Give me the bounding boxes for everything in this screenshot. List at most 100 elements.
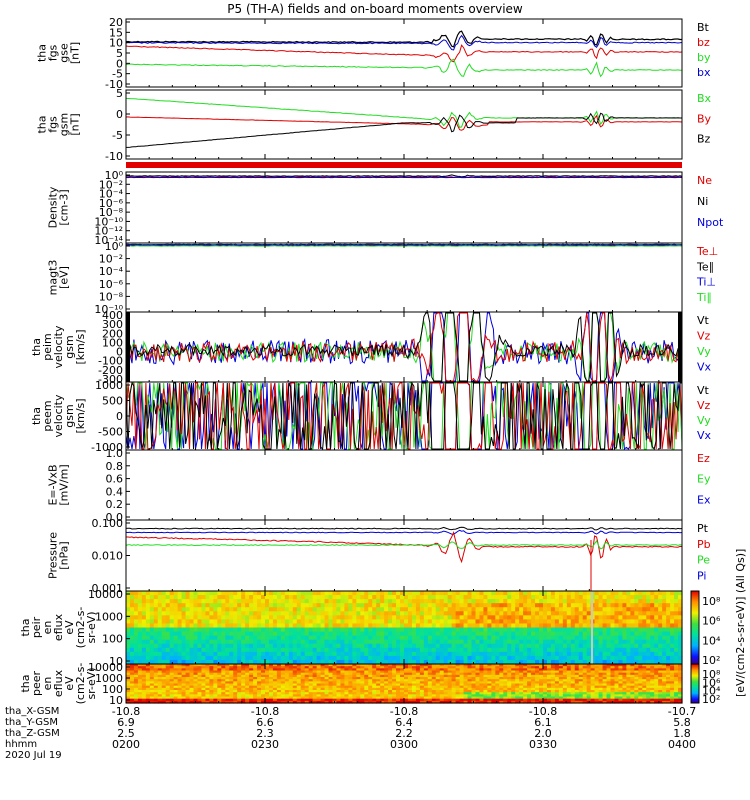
- spectrogram-cell: [312, 623, 318, 629]
- spectrogram-cell: [562, 635, 568, 641]
- spectrogram-cell: [423, 623, 429, 629]
- spectrogram-cell: [411, 683, 417, 687]
- spectrogram-cell: [324, 599, 330, 604]
- spectrogram-cell: [173, 611, 179, 616]
- spectrogram-cell: [133, 631, 139, 637]
- spectrogram-cell: [213, 643, 218, 649]
- spectrogram-cell: [153, 659, 159, 665]
- spectrogram-cell: [586, 670, 592, 674]
- spectrogram-cell: [352, 685, 357, 689]
- spectrogram-cell: [654, 696, 659, 700]
- spectrogram-cell: [209, 700, 214, 704]
- spectrogram-cell: [233, 668, 238, 672]
- spectrogram-cell: [126, 664, 131, 667]
- spectrogram-cell: [348, 681, 353, 685]
- spectrogram-cell: [376, 647, 381, 653]
- spectrogram-cell: [225, 700, 230, 704]
- spectrogram-cell: [177, 595, 183, 600]
- spectrogram-cell: [157, 595, 163, 600]
- spectrogram-cell: [550, 696, 556, 700]
- spectrogram-cell: [554, 591, 560, 596]
- spectrogram-cell: [435, 655, 441, 661]
- spectrogram-cell: [598, 679, 604, 682]
- spectrogram-cell: [161, 639, 167, 645]
- spectrogram-cell: [356, 696, 361, 700]
- spectrogram-cell: [411, 595, 417, 600]
- spectrogram-cell: [638, 635, 643, 641]
- spectrogram-cell: [602, 603, 608, 608]
- spectrogram-cell: [527, 595, 532, 600]
- spectrogram-cell: [344, 591, 349, 596]
- spectrogram-cell: [388, 694, 393, 698]
- spectrogram-cell: [554, 623, 560, 629]
- spectrogram-cell: [610, 619, 616, 625]
- spectrogram-cell: [265, 698, 270, 702]
- spectrogram-cell: [225, 603, 230, 608]
- spectrogram-cell: [165, 690, 171, 693]
- spectrogram-cell: [654, 611, 659, 616]
- spectrogram-cell: [348, 651, 353, 657]
- spectrogram-cell: [574, 681, 580, 685]
- spectrogram-cell: [388, 674, 393, 678]
- spectrogram-cell: [411, 655, 417, 661]
- spectrogram-cell: [201, 668, 207, 672]
- spectrogram-cell: [364, 627, 369, 633]
- spectrogram-cell: [606, 681, 612, 685]
- spectrogram-cell: [562, 599, 568, 604]
- spectrogram-cell: [396, 595, 401, 600]
- spectrogram-cell: [368, 700, 373, 704]
- spectrogram-cell: [674, 655, 679, 661]
- spectrogram-cell: [229, 683, 234, 687]
- spectrogram-cell: [646, 631, 651, 637]
- spectrogram-cell: [503, 631, 508, 637]
- spectrogram-cell: [642, 672, 647, 676]
- spectrogram-cell: [554, 603, 560, 608]
- spectrogram-cell: [407, 655, 413, 661]
- spectrogram-cell: [622, 664, 627, 667]
- spectrogram-cell: [328, 674, 334, 678]
- spectrogram-cell: [515, 687, 520, 691]
- spectrogram-cell: [507, 696, 512, 700]
- spectrogram-cell: [173, 607, 179, 612]
- spectrogram-cell: [372, 599, 377, 604]
- spectrogram-cell: [451, 694, 457, 698]
- spectrogram-cell: [177, 599, 183, 604]
- spectrogram-cell: [316, 659, 322, 665]
- spectrogram-cell: [229, 692, 234, 695]
- spectrogram-cell: [626, 685, 631, 689]
- spectrogram-cell: [618, 668, 624, 672]
- spectrogram-cell: [527, 607, 532, 612]
- spectrogram-cell: [400, 655, 405, 661]
- spectrogram-cell: [415, 611, 421, 616]
- spectrogram-cell: [487, 674, 492, 678]
- spectrogram-cell: [320, 643, 326, 649]
- spectrogram-cell: [161, 591, 167, 596]
- spectrogram-cell: [674, 603, 679, 608]
- spectrogram-cell: [543, 603, 548, 608]
- spectrogram-cell: [646, 595, 651, 600]
- spectrogram-cell: [328, 611, 334, 616]
- spectrogram-cell: [570, 672, 576, 676]
- spectrogram-cell: [419, 698, 425, 702]
- spectrogram-cell: [360, 647, 365, 653]
- spectrogram-cell: [404, 643, 409, 649]
- spectrogram-cell: [133, 599, 139, 604]
- spectrogram-cell: [590, 692, 596, 695]
- spectrogram-cell: [181, 591, 187, 596]
- spectrogram-cell: [292, 674, 298, 678]
- spectrogram-cell: [566, 599, 572, 604]
- spectrogram-cell: [360, 611, 365, 616]
- spectrogram-cell: [519, 599, 524, 604]
- spectrogram-cell: [566, 651, 572, 657]
- spectrogram-cell: [582, 698, 588, 702]
- spectrogram-cell: [646, 670, 651, 674]
- spectrogram-cell: [539, 664, 544, 667]
- spectrogram-cell: [578, 677, 584, 680]
- spectrogram-cell: [610, 651, 616, 657]
- spectrogram-cell: [257, 595, 262, 600]
- spectrogram-cell: [376, 655, 381, 661]
- spectrogram-cell: [666, 599, 671, 604]
- spectrogram-cell: [356, 677, 361, 680]
- spectrogram-cell: [197, 603, 203, 608]
- spectrogram-cell: [407, 623, 413, 629]
